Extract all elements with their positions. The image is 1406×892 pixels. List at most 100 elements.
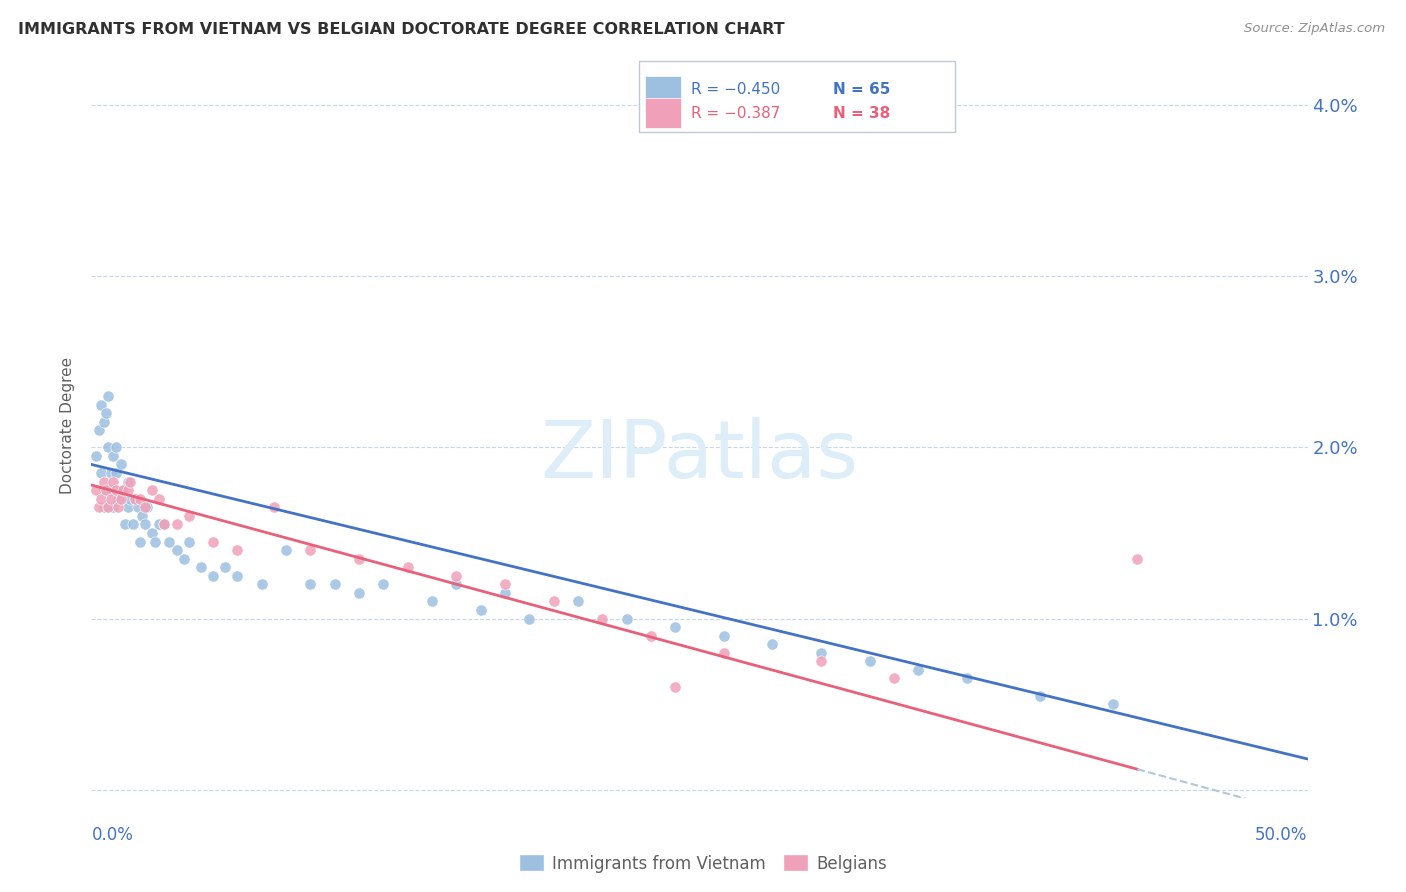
Point: [444, 577, 467, 591]
Point: [110, 483, 132, 497]
Point: [226, 568, 249, 582]
Point: [90, 466, 112, 480]
Point: [1126, 551, 1149, 566]
Point: [1029, 689, 1052, 703]
Point: [110, 458, 132, 472]
Point: [111, 483, 134, 497]
Point: [420, 594, 443, 608]
Point: [104, 440, 127, 454]
Point: [494, 577, 516, 591]
Point: [117, 500, 139, 515]
Point: [107, 491, 129, 506]
Point: [883, 672, 905, 686]
Point: [141, 483, 163, 497]
FancyBboxPatch shape: [638, 61, 955, 132]
Point: [121, 517, 143, 532]
Point: [93, 500, 115, 515]
Text: 50.0%: 50.0%: [1256, 826, 1308, 844]
Point: [100, 483, 122, 497]
Text: IMMIGRANTS FROM VIETNAM VS BELGIAN DOCTORATE DEGREE CORRELATION CHART: IMMIGRANTS FROM VIETNAM VS BELGIAN DOCTO…: [18, 22, 785, 37]
Point: [166, 517, 188, 532]
Point: [190, 560, 212, 574]
Point: [263, 500, 285, 515]
Point: [97, 440, 120, 454]
Point: [104, 466, 127, 480]
Point: [114, 517, 136, 532]
Point: [299, 543, 322, 558]
Point: [129, 534, 152, 549]
Point: [907, 663, 929, 677]
Point: [148, 491, 170, 506]
Point: [129, 491, 152, 506]
Point: [94, 483, 117, 497]
Point: [97, 389, 120, 403]
Point: [591, 611, 613, 625]
Point: [713, 629, 735, 643]
Point: [373, 577, 395, 591]
Point: [640, 629, 662, 643]
Point: [810, 646, 832, 660]
Point: [323, 577, 346, 591]
Point: [87, 500, 110, 515]
Point: [117, 483, 139, 497]
Point: [117, 475, 139, 489]
Point: [93, 415, 115, 429]
Text: N = 65: N = 65: [834, 82, 890, 96]
FancyBboxPatch shape: [645, 76, 682, 105]
Point: [664, 680, 686, 694]
Point: [713, 646, 735, 660]
Point: [299, 577, 322, 591]
Point: [166, 543, 188, 558]
Point: [111, 483, 134, 497]
Point: [494, 586, 516, 600]
Point: [543, 594, 565, 608]
Point: [104, 483, 127, 497]
Point: [202, 568, 225, 582]
Point: [94, 406, 117, 420]
Point: [87, 423, 110, 437]
Point: [761, 637, 783, 651]
Point: [810, 654, 832, 668]
Point: [103, 500, 125, 515]
Text: Source: ZipAtlas.com: Source: ZipAtlas.com: [1244, 22, 1385, 36]
Point: [173, 551, 195, 566]
Point: [567, 594, 589, 608]
Point: [347, 586, 370, 600]
Point: [103, 475, 125, 489]
Point: [120, 491, 142, 506]
FancyBboxPatch shape: [645, 98, 682, 128]
Point: [226, 543, 249, 558]
Point: [470, 603, 492, 617]
Point: [100, 466, 122, 480]
Point: [107, 500, 129, 515]
Point: [396, 560, 419, 574]
Point: [134, 500, 156, 515]
Point: [177, 534, 200, 549]
Point: [94, 483, 117, 497]
Point: [110, 491, 132, 506]
Point: [136, 500, 159, 515]
Point: [131, 508, 153, 523]
Point: [517, 611, 540, 625]
Y-axis label: Doctorate Degree: Doctorate Degree: [60, 358, 76, 494]
Point: [153, 517, 176, 532]
Point: [214, 560, 236, 574]
Point: [120, 475, 142, 489]
Point: [84, 449, 107, 463]
Point: [347, 551, 370, 566]
Legend: Immigrants from Vietnam, Belgians: Immigrants from Vietnam, Belgians: [512, 847, 894, 880]
Point: [177, 508, 200, 523]
Point: [127, 500, 149, 515]
Point: [956, 672, 979, 686]
Point: [444, 568, 467, 582]
Point: [143, 534, 166, 549]
Text: N = 38: N = 38: [834, 105, 890, 120]
Point: [90, 491, 112, 506]
Point: [664, 620, 686, 634]
Point: [97, 500, 120, 515]
Point: [84, 483, 107, 497]
Point: [616, 611, 638, 625]
Point: [134, 517, 156, 532]
Point: [859, 654, 882, 668]
Point: [90, 398, 112, 412]
